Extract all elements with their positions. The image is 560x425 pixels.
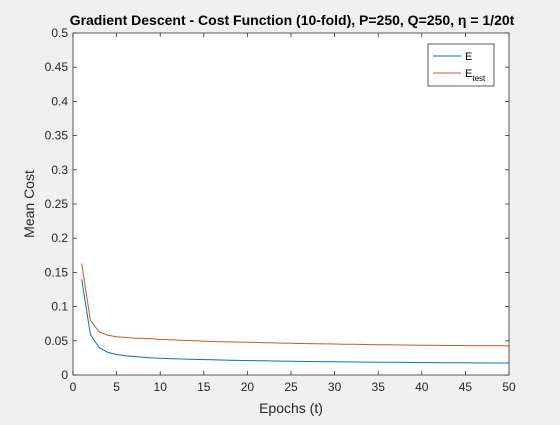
legend-label-E-test-main: E [465,68,472,80]
y-tick-label: 0.45 [45,60,69,74]
y-tick-label: 0.25 [45,197,69,211]
x-tick-label: 5 [113,380,120,394]
chart-title: Gradient Descent - Cost Function (10-fol… [70,12,515,28]
legend-label-E: E [465,51,472,63]
x-tick-label: 15 [197,380,211,394]
y-tick-label: 0.4 [51,94,68,108]
y-tick-label: 0.1 [51,300,68,314]
x-tick-label: 35 [372,380,386,394]
x-axis-title: Epochs (t) [259,400,323,416]
y-tick-label: 0.2 [51,231,68,245]
legend-label-E-test-subscript: test [472,74,486,83]
x-tick-label: 25 [284,380,298,394]
y-tick-label: 0.5 [51,26,68,40]
x-tick-label: 0 [70,380,77,394]
x-tick-label: 50 [502,380,516,394]
x-tick-label: 20 [241,380,255,394]
x-tick-label: 40 [415,380,429,394]
x-tick-label: 10 [154,380,168,394]
y-axis-title: Mean Cost [21,170,37,238]
y-tick-label: 0.3 [51,163,68,177]
x-tick-label: 45 [459,380,473,394]
x-tick-label: 30 [328,380,342,394]
y-tick-label: 0.35 [45,129,69,143]
legend: E Etest [428,44,494,86]
y-tick-label: 0.05 [45,334,69,348]
y-tick-label: 0 [61,368,68,382]
y-tick-label: 0.15 [45,265,69,279]
